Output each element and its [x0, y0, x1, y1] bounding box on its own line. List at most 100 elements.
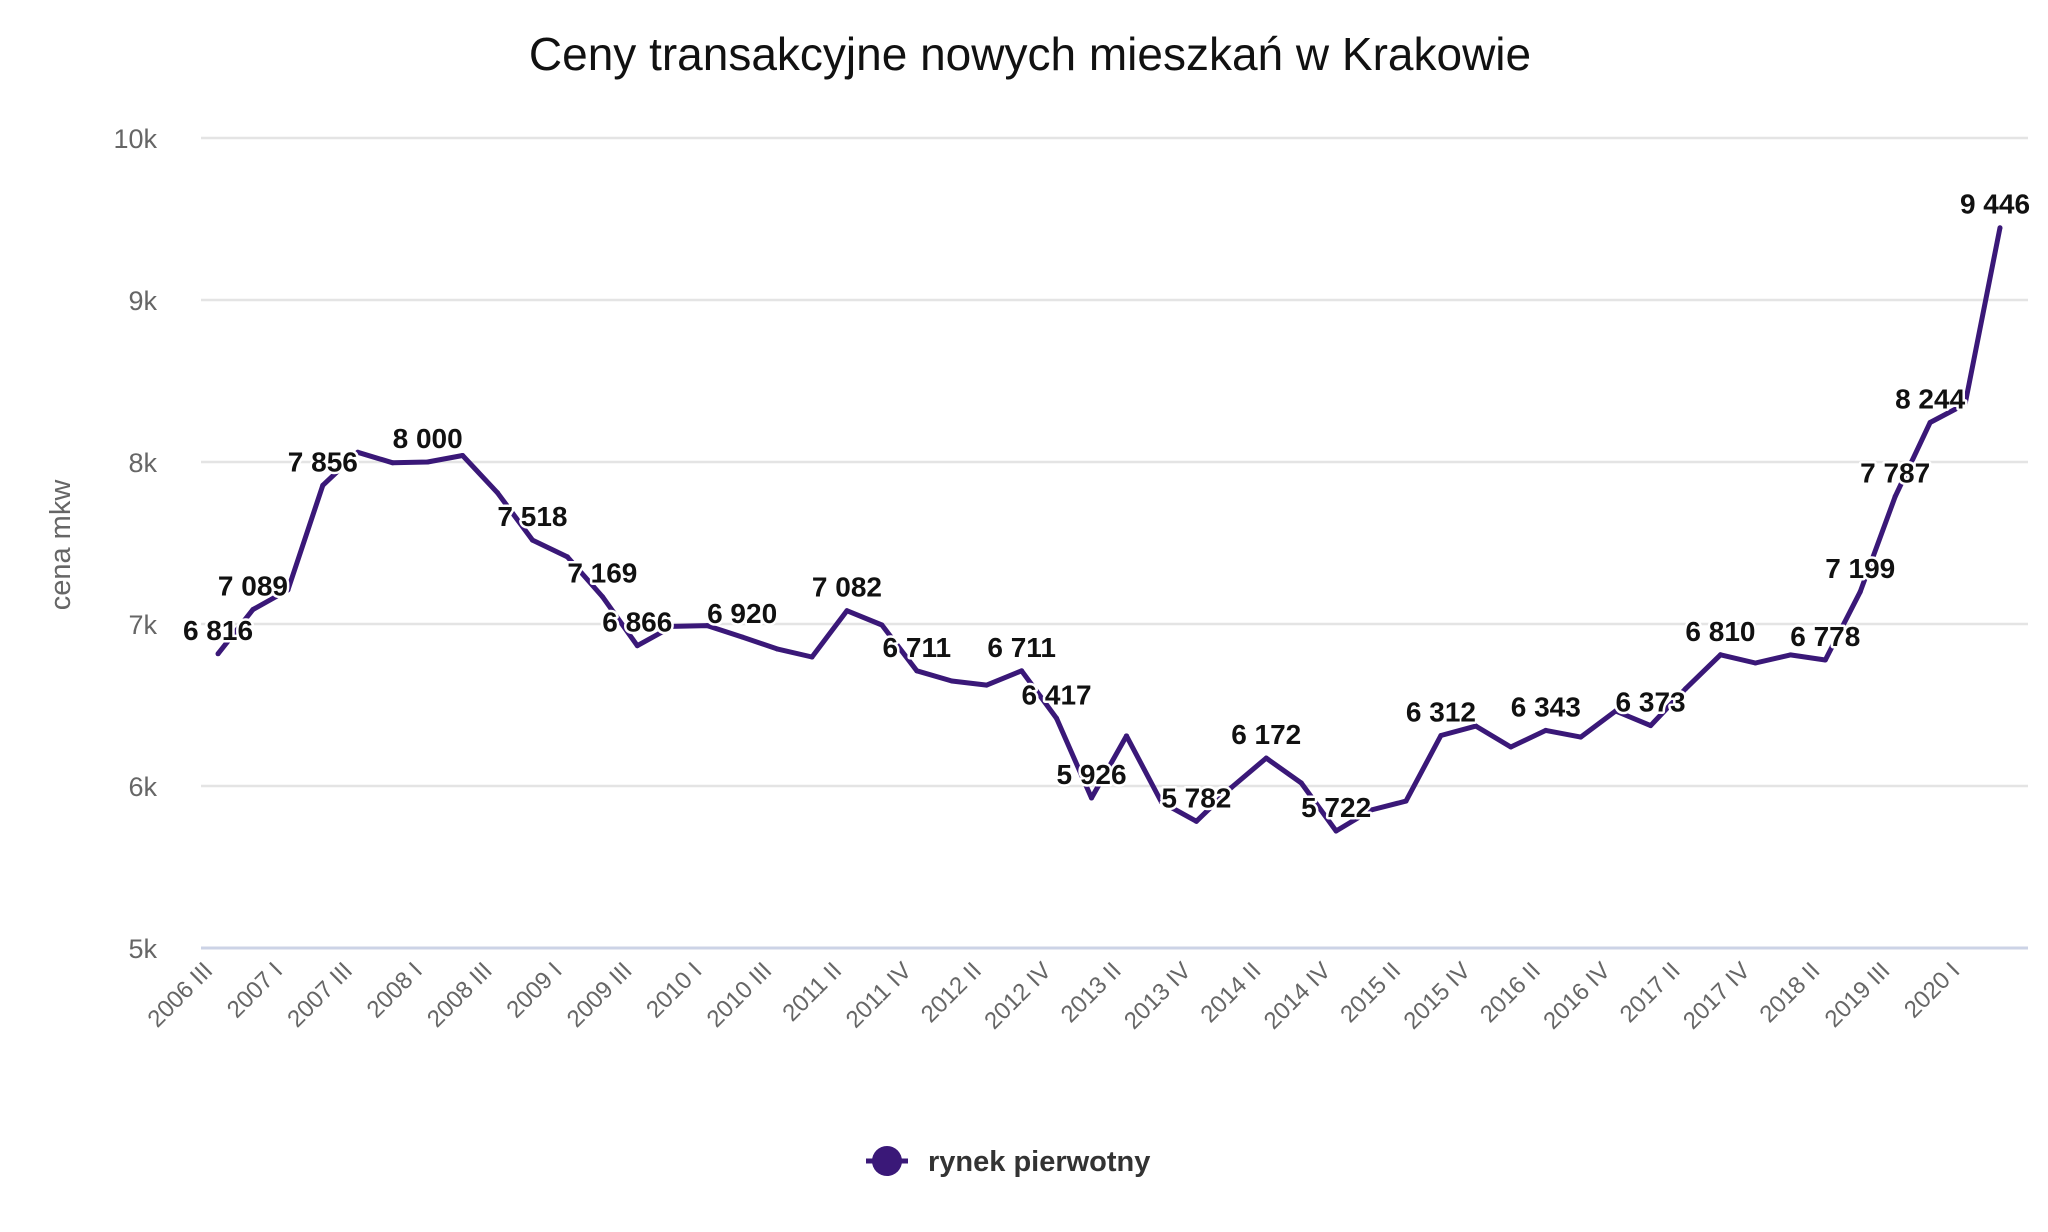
- data-point: [1438, 732, 1444, 738]
- x-tick-label: 2011 IV: [841, 957, 917, 1033]
- data-point: [390, 460, 396, 466]
- data-label: 9 446: [1960, 189, 2030, 220]
- data-point: [460, 453, 466, 459]
- y-axis-ticks: 5k 6k 7k 8k 9k 10k: [113, 124, 157, 964]
- data-point: [285, 587, 291, 593]
- data-label: 7 856: [288, 446, 358, 477]
- x-tick-label: 2009 I: [501, 957, 567, 1023]
- x-tick-label: 2012 II: [916, 957, 987, 1028]
- x-tick-label: 2008 I: [362, 957, 428, 1023]
- data-point: [1298, 780, 1304, 786]
- data-point: [1857, 589, 1863, 595]
- data-label: 6 417: [1022, 679, 1092, 710]
- data-point: [809, 654, 815, 660]
- data-point: [355, 449, 361, 455]
- legend[interactable]: rynek pierwotny: [866, 1146, 1150, 1178]
- data-label: 8 244: [1895, 383, 1965, 414]
- data-point: [1962, 401, 1968, 407]
- data-point: [215, 651, 221, 657]
- data-point: [1613, 708, 1619, 714]
- data-label: 6 312: [1406, 696, 1476, 727]
- x-tick-label: 2014 IV: [1259, 957, 1337, 1035]
- data-point: [1123, 733, 1129, 739]
- data-label: 6 920: [707, 598, 777, 629]
- x-tick-label: 2014 II: [1195, 957, 1266, 1028]
- x-tick-label: 2010 I: [641, 957, 707, 1023]
- x-tick-label: 2020 I: [1899, 957, 1965, 1023]
- data-label: 5 926: [1056, 759, 1126, 790]
- data-label: 6 866: [602, 607, 672, 638]
- data-point: [774, 646, 780, 652]
- y-tick-label: 5k: [128, 934, 157, 964]
- data-label: 5 722: [1301, 792, 1371, 823]
- x-tick-label: 2008 III: [422, 957, 498, 1033]
- data-point: [669, 623, 675, 629]
- data-point: [1089, 795, 1095, 801]
- data-label: 8 000: [393, 423, 463, 454]
- data-label: 6 711: [883, 632, 952, 663]
- series-line: [216, 227, 2003, 834]
- x-tick-label: 2017 IV: [1678, 957, 1756, 1035]
- chart-title: Ceny transakcyjne nowych mieszkań w Krak…: [529, 28, 1531, 80]
- data-point: [1578, 734, 1584, 740]
- data-point: [1368, 807, 1374, 813]
- y-tick-label: 7k: [128, 610, 157, 640]
- data-label: 6 343: [1511, 691, 1581, 722]
- x-tick-label: 2017 II: [1615, 957, 1686, 1028]
- data-label: 6 711: [987, 632, 1056, 663]
- data-point: [1717, 652, 1723, 658]
- data-point: [1228, 785, 1234, 791]
- data-point: [1473, 723, 1479, 729]
- data-point: [1508, 744, 1514, 750]
- data-point: [250, 607, 256, 613]
- data-label: 6 373: [1616, 687, 1686, 718]
- data-point: [634, 643, 640, 649]
- data-label: 6 816: [183, 615, 253, 646]
- data-point: [879, 622, 885, 628]
- x-tick-label: 2015 IV: [1399, 957, 1477, 1035]
- x-tick-label: 2019 III: [1820, 957, 1896, 1033]
- y-axis-label: cena mkw: [45, 479, 77, 611]
- data-label: 7 199: [1825, 553, 1895, 584]
- data-point: [1752, 660, 1758, 666]
- legend-label[interactable]: rynek pierwotny: [928, 1146, 1150, 1178]
- x-tick-label: 2007 III: [282, 957, 358, 1033]
- data-label: 7 787: [1860, 458, 1930, 489]
- y-tick-label: 6k: [128, 772, 157, 802]
- data-point: [1543, 727, 1549, 733]
- data-label: 6 172: [1231, 719, 1301, 750]
- x-tick-label: 2016 II: [1475, 957, 1546, 1028]
- data-point: [1019, 668, 1025, 674]
- gridlines: [201, 136, 2028, 950]
- x-tick-label: 2010 III: [702, 957, 778, 1033]
- x-tick-label: 2015 II: [1335, 957, 1406, 1028]
- y-tick-label: 8k: [128, 448, 157, 478]
- data-label: 6 810: [1685, 616, 1755, 647]
- data-point: [984, 682, 990, 688]
- x-tick-label: 2016 IV: [1538, 957, 1616, 1035]
- x-tick-label: 2018 II: [1755, 957, 1826, 1028]
- data-point: [599, 594, 605, 600]
- data-point: [320, 482, 326, 488]
- y-tick-label: 10k: [113, 124, 157, 154]
- data-point: [564, 554, 570, 560]
- legend-marker-icon: [872, 1146, 902, 1176]
- data-label: 6 778: [1790, 621, 1860, 652]
- data-point: [914, 668, 920, 674]
- data-point: [1822, 657, 1828, 663]
- x-tick-label: 2006 III: [143, 957, 219, 1033]
- data-point: [704, 623, 710, 629]
- data-point: [1333, 828, 1339, 834]
- y-tick-label: 9k: [128, 286, 157, 316]
- data-point: [495, 490, 501, 496]
- data-point: [1263, 755, 1269, 761]
- x-tick-label: 2009 III: [562, 957, 638, 1033]
- data-point: [1158, 799, 1164, 805]
- data-point: [1193, 818, 1199, 824]
- x-tick-label: 2007 I: [222, 957, 288, 1023]
- data-point: [844, 608, 850, 614]
- series-rynek-pierwotny: [215, 225, 2003, 834]
